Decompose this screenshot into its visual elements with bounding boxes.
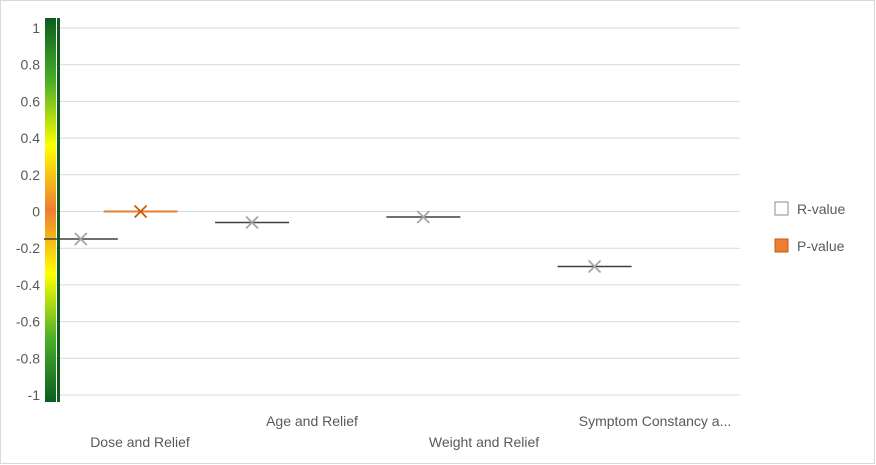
legend-item[interactable]: R-value <box>774 201 845 217</box>
mean-marker <box>587 259 602 274</box>
y-tick-label: 1 <box>32 20 40 36</box>
y-axis-ticks: 1 0.8 0.6 0.4 0.2 0 -0.2 -0.4 -0.6 -0.8 -1 <box>16 20 40 403</box>
y-tick-label: -0.8 <box>16 350 40 366</box>
y-tick-label: 0.6 <box>21 93 41 109</box>
category-label: Dose and Relief <box>90 434 190 450</box>
y-tick-label: 0.8 <box>21 57 41 73</box>
legend-swatch <box>774 238 789 253</box>
p-value-mark <box>103 204 178 219</box>
mean-marker <box>416 210 430 224</box>
legend-label: R-value <box>797 201 845 217</box>
category-label: Weight and Relief <box>429 434 539 450</box>
category-labels: Dose and Relief Age and Relief Weight and … <box>90 413 731 450</box>
legend-swatch <box>774 201 789 216</box>
category-label: Symptom Constancy a... <box>579 413 732 429</box>
r-value-mark <box>215 215 290 230</box>
category-label: Age and Relief <box>266 413 358 429</box>
y-tick-label: -0.4 <box>16 277 40 293</box>
colorbar-edge <box>57 18 60 402</box>
mean-marker <box>74 232 88 246</box>
r-value-mark <box>43 232 118 246</box>
y-tick-label: -1 <box>28 387 41 403</box>
mean-marker <box>133 204 148 219</box>
y-tick-label: -0.2 <box>16 240 40 256</box>
colorbar <box>45 18 60 402</box>
y-tick-label: -0.6 <box>16 314 40 330</box>
r-value-mark <box>386 210 461 224</box>
legend-item[interactable]: P-value <box>774 238 845 254</box>
y-tick-label: 0.2 <box>21 167 41 183</box>
y-tick-label: 0.4 <box>21 130 41 146</box>
colorbar-gradient <box>45 18 56 402</box>
legend-label: P-value <box>797 238 845 254</box>
r-value-mark <box>557 259 632 274</box>
mean-marker <box>245 215 259 230</box>
y-tick-label: 0 <box>32 204 40 220</box>
legend: R-value P-value <box>774 201 845 254</box>
data-marks <box>43 204 632 274</box>
